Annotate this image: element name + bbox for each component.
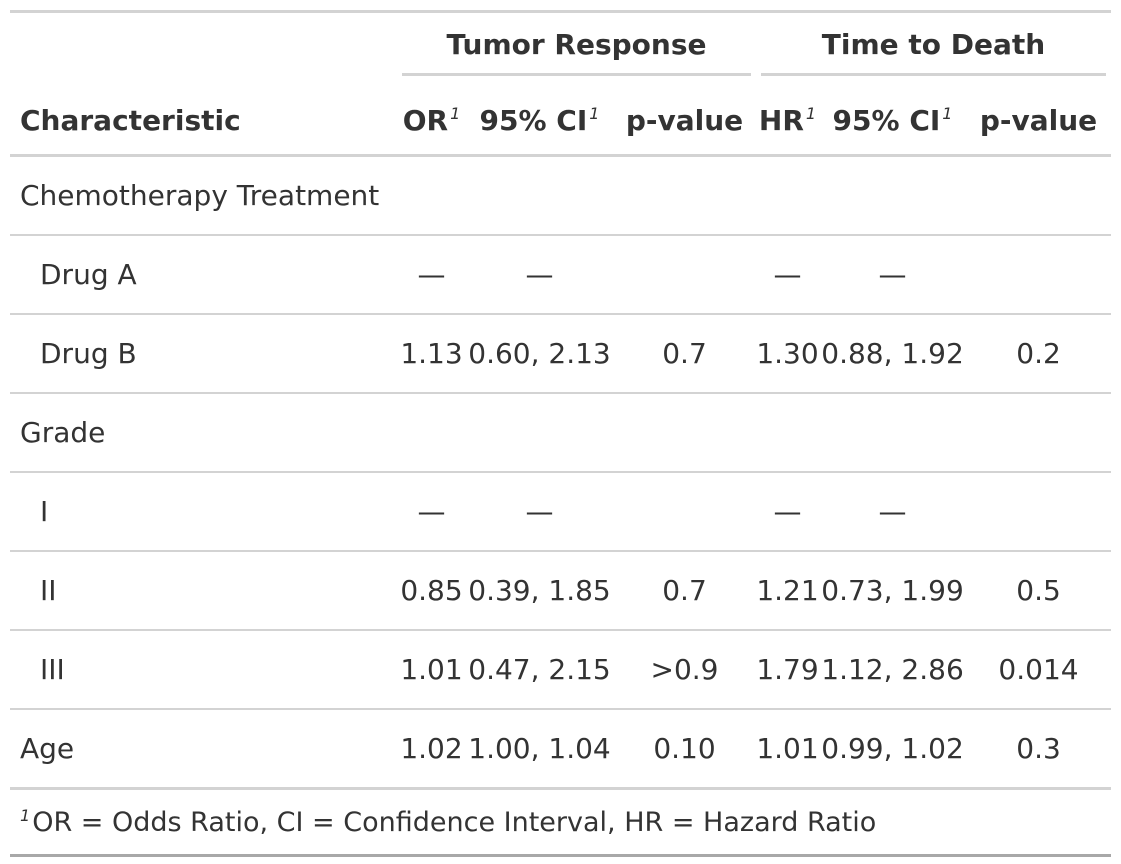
column-header-label: 95% CI (832, 103, 941, 137)
table-cell (613, 393, 757, 473)
table-cell: 1.01 (397, 630, 466, 710)
table-row: Grade (10, 393, 1112, 473)
table-row: Drug A — — — — (10, 235, 1112, 315)
footnote-row: 1OR = Odds Ratio, CI = Confidence Interv… (10, 789, 1111, 856)
column-header-label: p-value (979, 103, 1098, 137)
table-cell: — (466, 235, 613, 315)
table-cell: >0.9 (613, 630, 757, 710)
regression-table-container: Tumor Response Time to Death Characteris… (10, 10, 1112, 857)
table-cell (466, 393, 613, 473)
table-cell: 1.21 (756, 551, 820, 631)
table-row: Drug B 1.13 0.60, 2.13 0.7 1.30 0.88, 1.92 0.2 (10, 314, 1112, 394)
table-header: Tumor Response Time to Death Characteris… (10, 12, 1112, 157)
table-cell: 1.79 (756, 630, 820, 710)
column-header-characteristic: Characteristic (10, 86, 397, 157)
spanner-time-to-death: Time to Death (756, 12, 1111, 87)
column-header-label: 95% CI (479, 103, 588, 137)
table-cell: 0.88, 1.92 (819, 314, 967, 394)
table-cell: — (756, 235, 820, 315)
table-footer: 1OR = Odds Ratio, CI = Confidence Interv… (10, 789, 1111, 856)
footnote: 1OR = Odds Ratio, CI = Confidence Interv… (10, 789, 1111, 856)
table-cell: 1.00, 1.04 (466, 709, 613, 790)
table-cell (613, 235, 757, 315)
column-header-label: HR (758, 103, 804, 137)
column-header-row: Characteristic OR 1 95% CI 1 p-value HR 1 9… (10, 86, 1112, 157)
table-cell: 0.73, 1.99 (819, 551, 967, 631)
table-cell: — (756, 472, 820, 552)
table-row: III 1.01 0.47, 2.15 >0.9 1.79 1.12, 2.86 0.014 (10, 630, 1112, 710)
table-cell: 0.014 (966, 630, 1112, 710)
footnote-mark: 1 (20, 806, 31, 825)
column-header-label: Characteristic (20, 103, 241, 137)
table-cell: 1.30 (756, 314, 820, 394)
table-cell: 1.12, 2.86 (819, 630, 967, 710)
table-row: Chemotherapy Treatment (10, 155, 1112, 236)
table-cell: — (819, 472, 967, 552)
row-label: Drug A (10, 235, 397, 315)
table-cell: 1.13 (397, 314, 466, 394)
table-cell: 0.99, 1.02 (819, 709, 967, 790)
table-cell: 1.01 (756, 709, 820, 790)
table-body: Chemotherapy Treatment Drug A — — — — Drug B 1.… (10, 155, 1112, 790)
table-cell: 0.10 (613, 709, 757, 790)
row-label: I (10, 472, 397, 552)
table-row: I — — — — (10, 472, 1112, 552)
row-label: III (10, 630, 397, 710)
spanner-label: Tumor Response (402, 23, 752, 76)
table-cell (756, 393, 820, 473)
table-cell (613, 472, 757, 552)
table-cell: 0.47, 2.15 (466, 630, 613, 710)
footnote-mark: 1 (805, 103, 817, 123)
column-header-ci-death: 95% CI 1 (819, 86, 967, 157)
table-cell: 0.7 (613, 314, 757, 394)
row-label: Grade (10, 393, 397, 473)
table-cell (966, 235, 1112, 315)
row-label: Chemotherapy Treatment (10, 155, 397, 236)
column-header-ci-tumor: 95% CI 1 (466, 86, 613, 157)
table-cell: 0.2 (966, 314, 1112, 394)
footnote-mark: 1 (942, 103, 953, 123)
table-cell: 0.7 (613, 551, 757, 631)
footnote-mark: 1 (589, 103, 600, 123)
table-cell (819, 393, 967, 473)
table-cell: 0.5 (966, 551, 1112, 631)
column-header-label: p-value (625, 103, 744, 137)
table-cell (966, 393, 1112, 473)
table-row: Age 1.02 1.00, 1.04 0.10 1.01 0.99, 1.02 0.3 (10, 709, 1112, 790)
table-cell (466, 155, 613, 236)
table-cell (397, 393, 466, 473)
spanner-tumor-response: Tumor Response (397, 12, 756, 87)
column-header-label: OR (402, 103, 449, 137)
table-cell (966, 472, 1112, 552)
table-cell: 1.02 (397, 709, 466, 790)
table-cell: 0.60, 2.13 (466, 314, 613, 394)
table-cell: — (466, 472, 613, 552)
row-label: Drug B (10, 314, 397, 394)
column-header-hr: HR 1 (756, 86, 820, 157)
table-cell (966, 155, 1112, 236)
spanner-label: Time to Death (761, 23, 1107, 76)
spanner-empty (10, 12, 397, 87)
column-header-pvalue-death: p-value (966, 86, 1112, 157)
table-cell: — (819, 235, 967, 315)
row-label: II (10, 551, 397, 631)
table-cell (756, 155, 820, 236)
table-cell: 0.3 (966, 709, 1112, 790)
table-cell (613, 155, 757, 236)
table-cell: — (397, 472, 466, 552)
footnote-text: OR = Odds Ratio, CI = Confidence Interva… (32, 807, 877, 838)
regression-table: Tumor Response Time to Death Characteris… (10, 10, 1112, 857)
table-row: II 0.85 0.39, 1.85 0.7 1.21 0.73, 1.99 0.5 (10, 551, 1112, 631)
row-label: Age (10, 709, 397, 790)
table-cell (819, 155, 967, 236)
table-cell: — (397, 235, 466, 315)
spanner-row: Tumor Response Time to Death (10, 12, 1111, 87)
table-cell: 0.85 (397, 551, 466, 631)
column-header-or: OR 1 (397, 86, 466, 157)
table-cell: 0.39, 1.85 (466, 551, 613, 631)
footnote-mark: 1 (450, 103, 461, 123)
column-header-pvalue-tumor: p-value (613, 86, 757, 157)
table-cell (397, 155, 466, 236)
